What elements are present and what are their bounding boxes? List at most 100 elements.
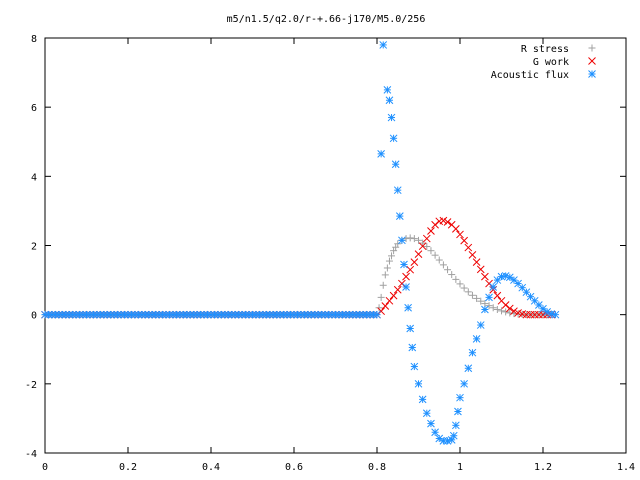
data-point (489, 283, 498, 291)
y-tick-label: 6 (31, 103, 37, 114)
x-axis-ticks: 0 0.2 0.4 0.6 0.8 1 1.2 1.4 (42, 38, 635, 473)
data-point (476, 321, 485, 329)
data-point (502, 308, 510, 316)
data-point (431, 251, 439, 259)
data-point (464, 243, 473, 252)
data-point (394, 240, 402, 248)
data-point (468, 291, 476, 299)
data-point (388, 252, 396, 260)
data-point (406, 265, 415, 274)
data-point (389, 134, 398, 143)
data-point (444, 266, 452, 274)
data-point (477, 297, 485, 305)
data-point (383, 264, 391, 272)
data-point (427, 227, 435, 235)
data-point (410, 235, 418, 243)
y-tick-label: 8 (31, 34, 37, 45)
data-point (414, 379, 423, 388)
legend-marker (588, 57, 596, 65)
data-point (498, 307, 505, 315)
data-point (398, 236, 406, 245)
data-point (402, 272, 410, 281)
x-tick-label: 0 (42, 462, 48, 473)
series-layer (41, 41, 560, 445)
y-tick-label: -4 (25, 449, 37, 460)
data-point (551, 310, 560, 319)
data-point (493, 276, 502, 284)
data-point (418, 242, 427, 251)
data-point (448, 271, 456, 279)
data-point (443, 218, 452, 226)
data-point (468, 348, 477, 357)
data-point (493, 291, 502, 300)
data-point (454, 407, 462, 416)
series-r-stress (41, 234, 555, 319)
legend-label: G work (533, 57, 569, 68)
data-point (481, 305, 489, 314)
chart-title: m5/n1.5/q2.0/r-+.66-j170/M5.0/256 (227, 14, 426, 25)
data-point (383, 86, 392, 94)
data-point (377, 293, 385, 301)
data-point (472, 335, 481, 343)
x-tick-label: 0.4 (202, 462, 220, 473)
plot-frame (44, 37, 627, 454)
data-point (427, 247, 435, 255)
legend-label: R stress (521, 44, 569, 55)
x-tick-label: 1.4 (617, 462, 635, 473)
data-point (406, 234, 414, 242)
x-tick-label: 0.2 (119, 462, 137, 473)
data-point (400, 260, 408, 269)
data-point (449, 431, 458, 440)
series-g-work (41, 216, 556, 319)
data-point (404, 303, 412, 312)
data-point (460, 379, 469, 388)
data-point (485, 302, 493, 310)
data-point (379, 41, 388, 49)
data-point (379, 281, 387, 289)
y-tick-label: 0 (31, 311, 37, 322)
data-point (385, 257, 393, 265)
data-point (451, 225, 460, 233)
data-point (439, 216, 448, 225)
data-point (389, 291, 398, 300)
y-tick-label: 2 (31, 242, 37, 253)
data-point (481, 300, 489, 308)
data-point (485, 293, 493, 302)
data-point (375, 304, 383, 312)
data-point (410, 258, 419, 266)
data-point (456, 230, 464, 239)
data-point (468, 250, 477, 259)
data-point (410, 362, 419, 371)
data-point (381, 271, 389, 279)
data-point (419, 239, 427, 247)
data-point (385, 96, 394, 105)
data-point (431, 428, 439, 437)
data-point (473, 294, 481, 302)
data-point (435, 256, 443, 264)
data-point (464, 288, 472, 296)
data-point (391, 160, 400, 169)
data-point (476, 265, 485, 274)
x-tick-label: 0.6 (285, 462, 303, 473)
data-point (452, 275, 460, 283)
data-point (456, 393, 464, 402)
data-point (422, 234, 431, 243)
x-tick-label: 0.8 (368, 462, 386, 473)
data-point (393, 186, 402, 195)
data-point (427, 419, 435, 428)
data-point (373, 310, 381, 319)
data-point (472, 258, 481, 266)
legend-marker (588, 44, 596, 52)
y-tick-label: 4 (31, 172, 37, 183)
legend-label: Acoustic flux (491, 70, 569, 81)
x-tick-label: 1 (457, 462, 463, 473)
data-point (418, 395, 427, 404)
data-point (387, 113, 396, 122)
data-point (423, 243, 431, 251)
data-point (456, 280, 464, 288)
data-point (402, 283, 410, 291)
data-point (489, 304, 497, 312)
data-point (422, 409, 431, 418)
data-point (439, 261, 447, 269)
